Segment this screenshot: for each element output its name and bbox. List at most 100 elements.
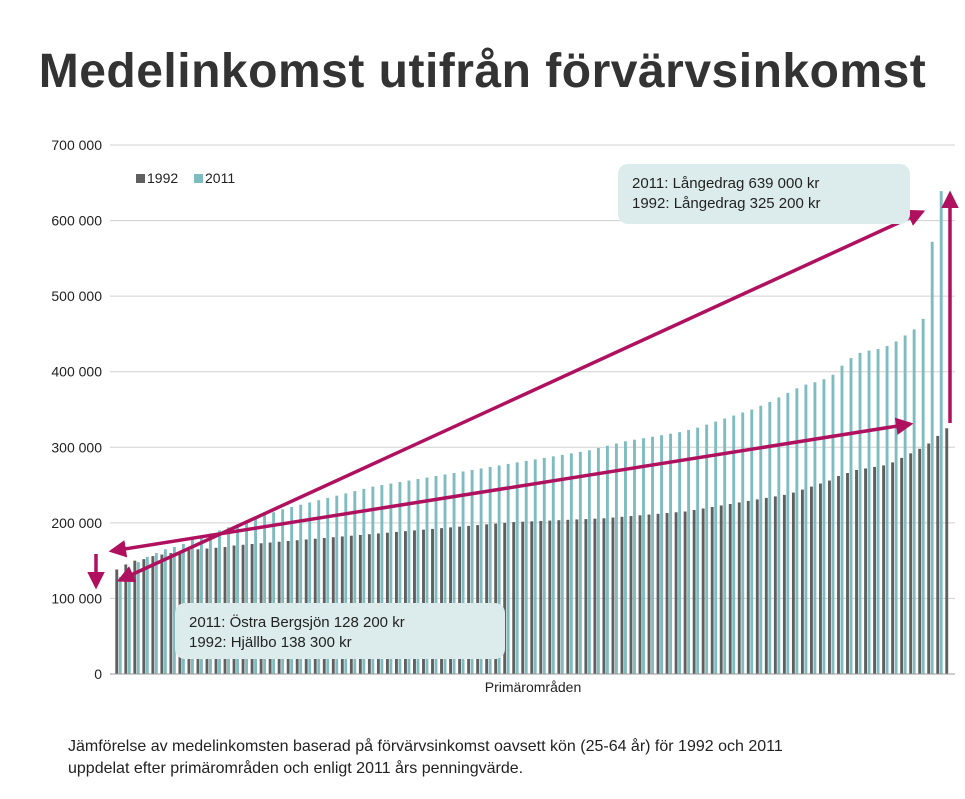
- bar-1992: [683, 511, 687, 674]
- bar-1992: [548, 520, 552, 674]
- bar-2011: [813, 382, 817, 674]
- bar-1992: [819, 483, 822, 674]
- bar-1992: [521, 521, 525, 674]
- bar-2011: [524, 460, 528, 674]
- bar-1992: [539, 520, 543, 674]
- bar-2011: [515, 462, 519, 674]
- bar-2011: [786, 392, 790, 674]
- bar-2011: [723, 418, 727, 674]
- annotation-top-line1: 2011: Långedrag 639 000 kr: [632, 175, 820, 192]
- bar-2011: [353, 491, 357, 674]
- bar-1992: [728, 503, 732, 674]
- bar-1992: [927, 443, 931, 674]
- bar-1992: [413, 530, 416, 674]
- bar-2011: [903, 335, 907, 674]
- bar-2011: [578, 451, 582, 674]
- bar-1992: [593, 518, 597, 674]
- bar-1992: [692, 510, 696, 674]
- bar-1992: [782, 494, 786, 674]
- bar-2011: [551, 456, 555, 674]
- bar-2011: [849, 358, 853, 674]
- bar-1992: [620, 516, 624, 674]
- bar-1992: [873, 466, 877, 674]
- bar-2011: [660, 435, 663, 674]
- bar-2011: [930, 241, 934, 674]
- bar-2011: [127, 568, 131, 674]
- bar-2011: [912, 329, 916, 674]
- bar-2011: [687, 429, 691, 674]
- bar-2011: [768, 401, 772, 674]
- y-tick-label: 700 000: [51, 137, 102, 153]
- arrow-1992-range: [108, 417, 914, 558]
- bar-1992: [909, 453, 913, 674]
- bar-1992: [503, 522, 507, 674]
- legend-label-2011: 2011: [205, 170, 235, 186]
- bar-2011: [651, 436, 654, 674]
- bar-1992: [846, 472, 849, 674]
- bar-2011: [777, 397, 781, 674]
- bar-1992: [440, 528, 443, 674]
- bar-1992: [656, 513, 660, 674]
- bar-1992: [458, 526, 462, 674]
- bar-2011: [317, 500, 321, 674]
- bar-1992: [936, 435, 940, 674]
- bar-1992: [449, 527, 453, 674]
- bar-1992: [422, 529, 425, 674]
- bar-1992: [945, 428, 949, 674]
- bar-1992: [882, 465, 886, 674]
- page-title: Medelinkomst utifrån förvärvsinkomst: [38, 45, 927, 98]
- bar-2011: [678, 432, 682, 674]
- bar-2011: [669, 433, 673, 674]
- bar-2011: [533, 459, 537, 674]
- bar-1992: [404, 531, 407, 674]
- bar-1992: [584, 519, 588, 674]
- bar-1992: [133, 560, 137, 674]
- bar-2011: [326, 497, 330, 674]
- bar-2011: [218, 530, 221, 674]
- bar-2011: [939, 191, 943, 674]
- bar-1992: [665, 513, 669, 674]
- bar-1992: [855, 469, 858, 674]
- bar-1992: [160, 554, 164, 674]
- bar-2011: [732, 415, 736, 674]
- bar-2011: [714, 421, 718, 674]
- y-tick-label: 200 000: [51, 515, 102, 531]
- annotation-box-bottom: 2011: Östra Bergsjön 128 200 kr 1992: Hj…: [175, 603, 505, 659]
- bar-2011: [290, 506, 294, 674]
- bar-1992: [647, 514, 651, 674]
- bar-2011: [163, 549, 167, 674]
- bar-2011: [822, 379, 826, 674]
- legend-swatch-2011: [194, 174, 203, 183]
- bar-1992: [115, 569, 119, 674]
- bar-2011: [254, 518, 258, 674]
- bar-2011: [885, 346, 889, 674]
- bar-1992: [828, 480, 831, 674]
- annotation-box-top: 2011: Långedrag 639 000 kr 1992: Långedr…: [618, 164, 910, 224]
- annotation-top-line2: 1992: Långedrag 325 200 kr: [632, 195, 821, 212]
- bar-1992: [431, 528, 434, 674]
- y-tick-label: 0: [94, 666, 102, 682]
- bar-2011: [596, 448, 600, 674]
- bar-2011: [263, 515, 267, 674]
- bar-1992: [557, 520, 561, 674]
- bar-1992: [719, 505, 723, 674]
- bar-1992: [900, 457, 904, 674]
- bar-2011: [272, 512, 276, 674]
- bar-2011: [136, 562, 140, 674]
- bar-2011: [633, 439, 636, 674]
- y-tick-label: 300 000: [51, 439, 102, 455]
- bar-2011: [145, 556, 149, 674]
- bar-2011: [876, 349, 880, 674]
- bar-2011: [236, 524, 239, 674]
- bar-1992: [764, 497, 768, 674]
- bar-1992: [467, 525, 471, 674]
- bar-1992: [169, 553, 173, 674]
- annotation-bottom-line2: 1992: Hjällbo 138 300 kr: [189, 634, 352, 651]
- bar-1992: [737, 502, 741, 674]
- bar-1992: [746, 500, 750, 674]
- caption-line1: Jämförelse av medelinkomsten baserad på …: [68, 738, 783, 755]
- bar-1992: [638, 515, 642, 674]
- legend-label-1992: 1992: [147, 170, 178, 186]
- bar-2011: [299, 504, 303, 674]
- bar-2011: [227, 527, 230, 674]
